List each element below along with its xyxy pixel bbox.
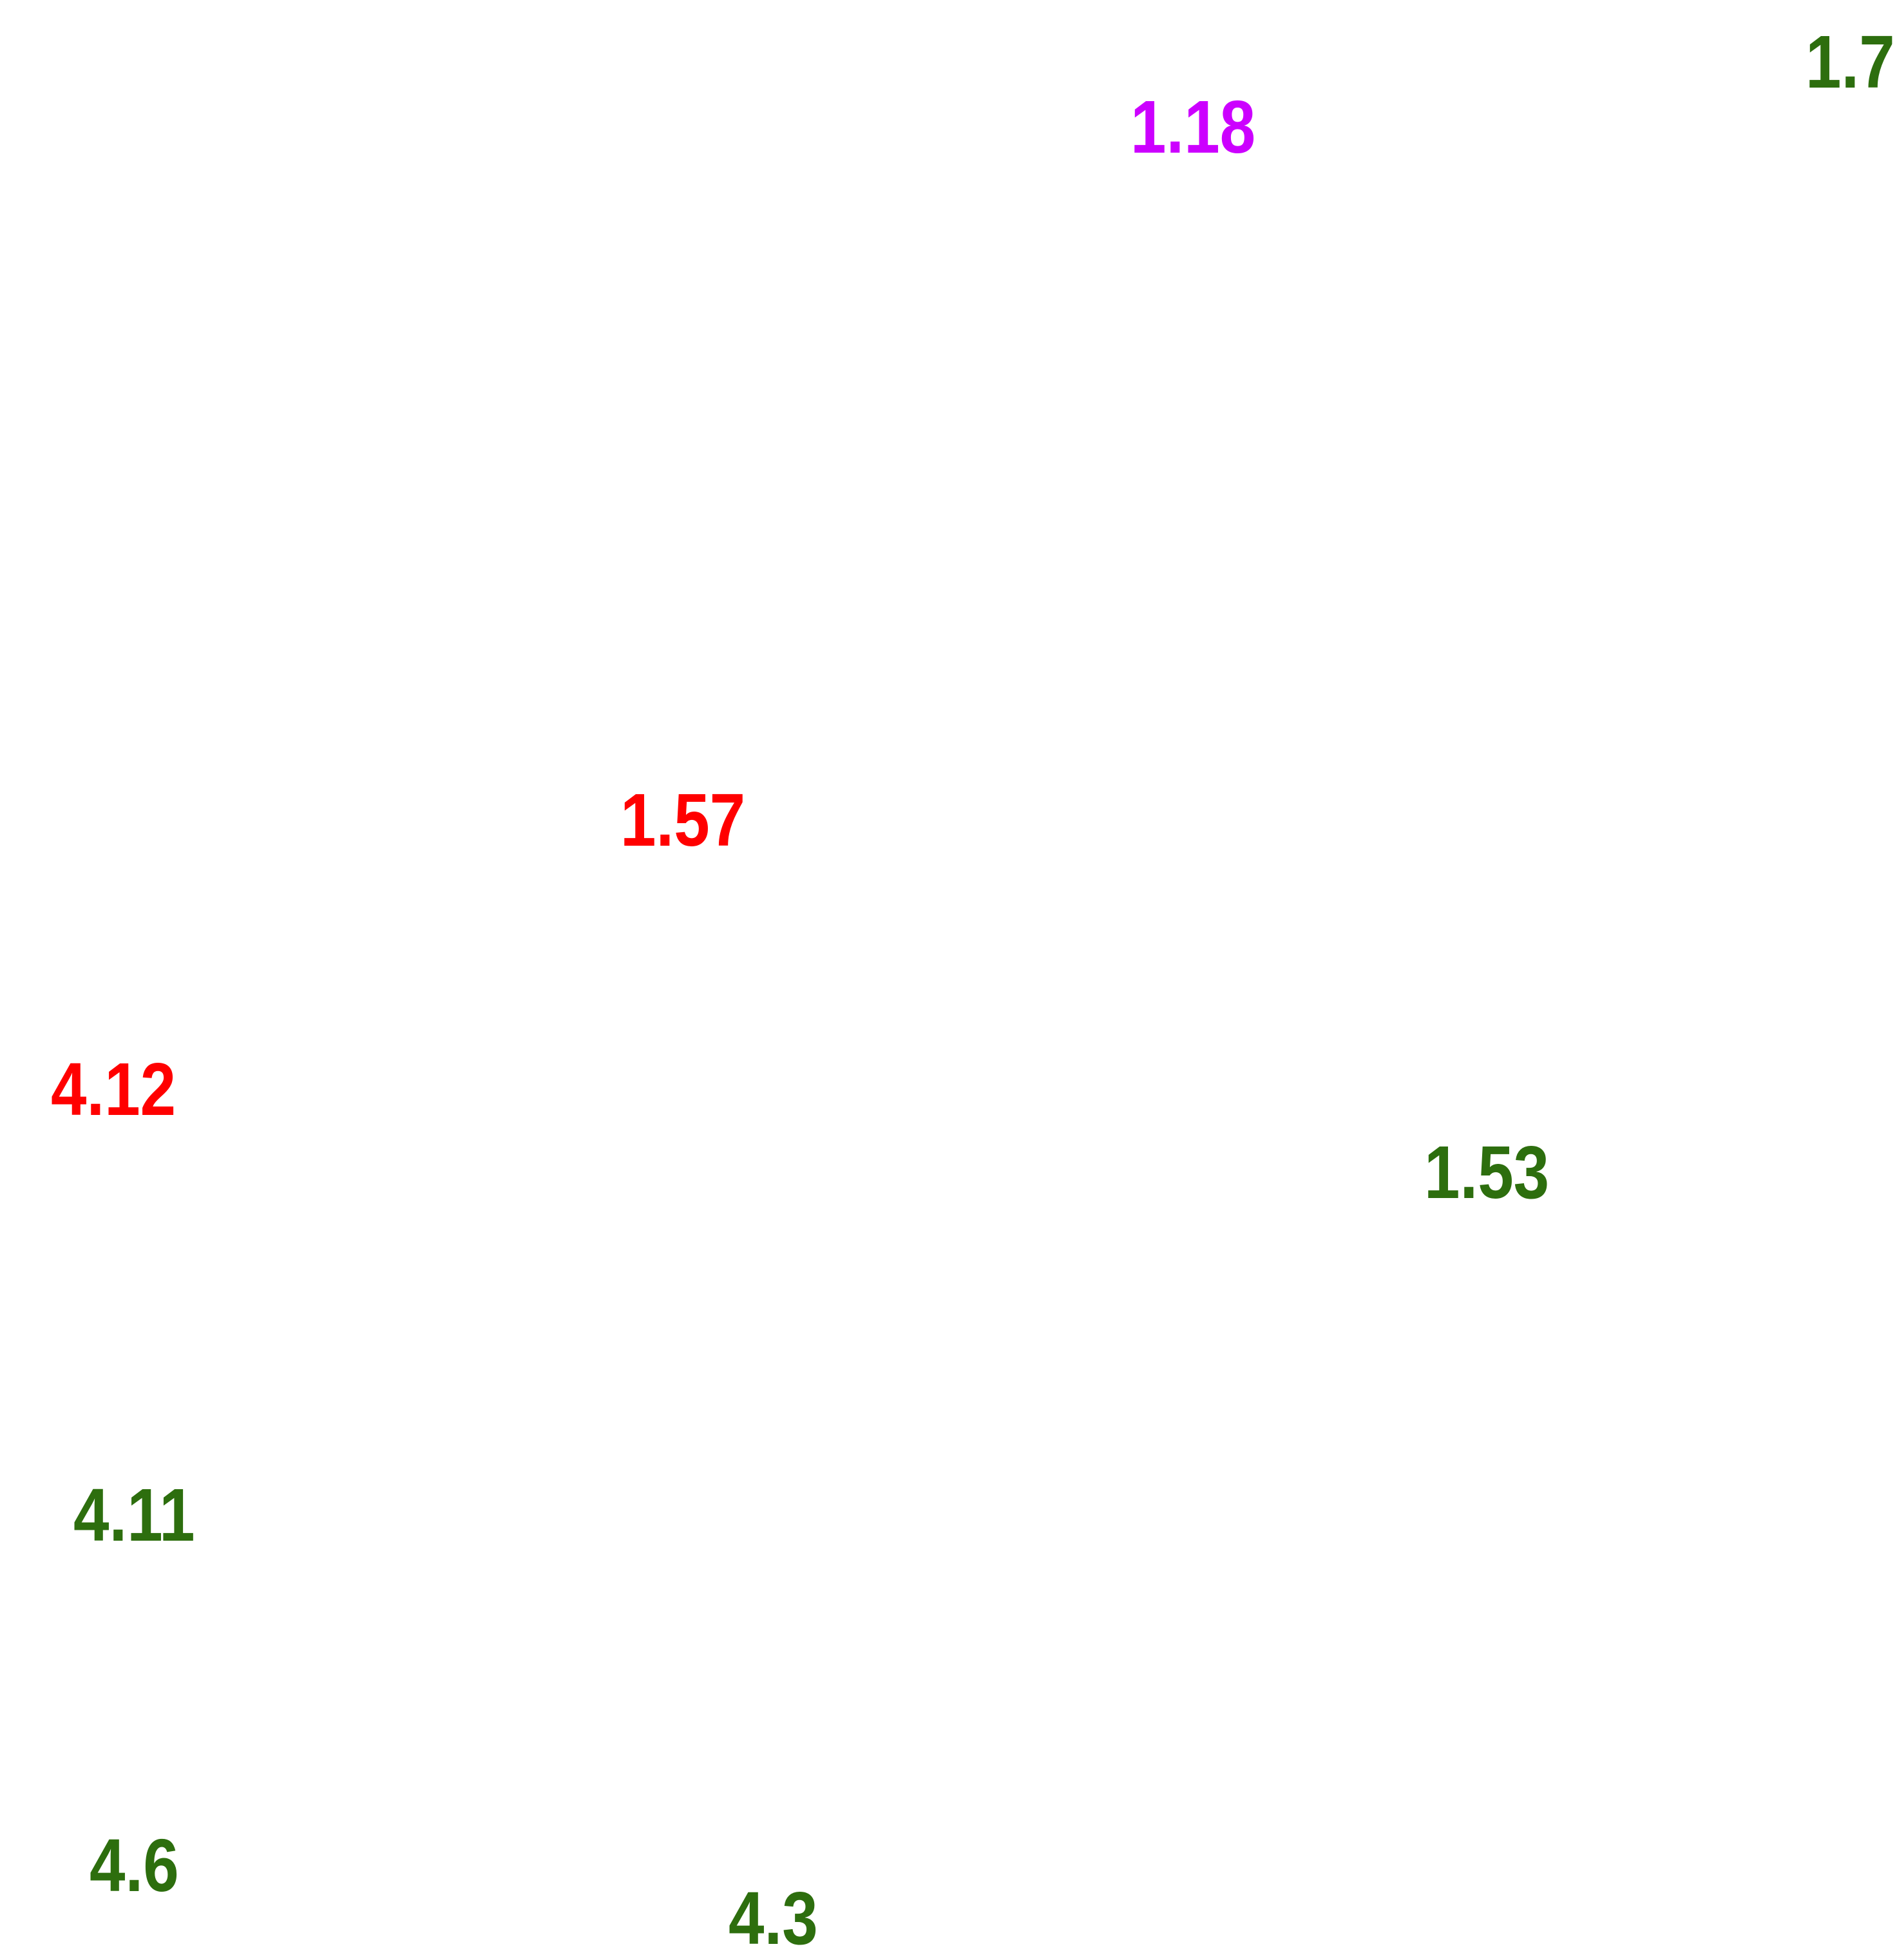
number-label-4-3: 4.3 [729,1876,818,1960]
number-label-1-53: 1.53 [1424,1130,1550,1214]
number-label-1-18: 1.18 [1130,85,1256,169]
number-label-1-7: 1.7 [1806,20,1895,104]
number-label-4-11: 4.11 [73,1473,195,1557]
number-label-4-12: 4.12 [51,1047,176,1131]
number-label-1-57: 1.57 [620,778,746,862]
number-label-4-6: 4.6 [90,1823,179,1907]
